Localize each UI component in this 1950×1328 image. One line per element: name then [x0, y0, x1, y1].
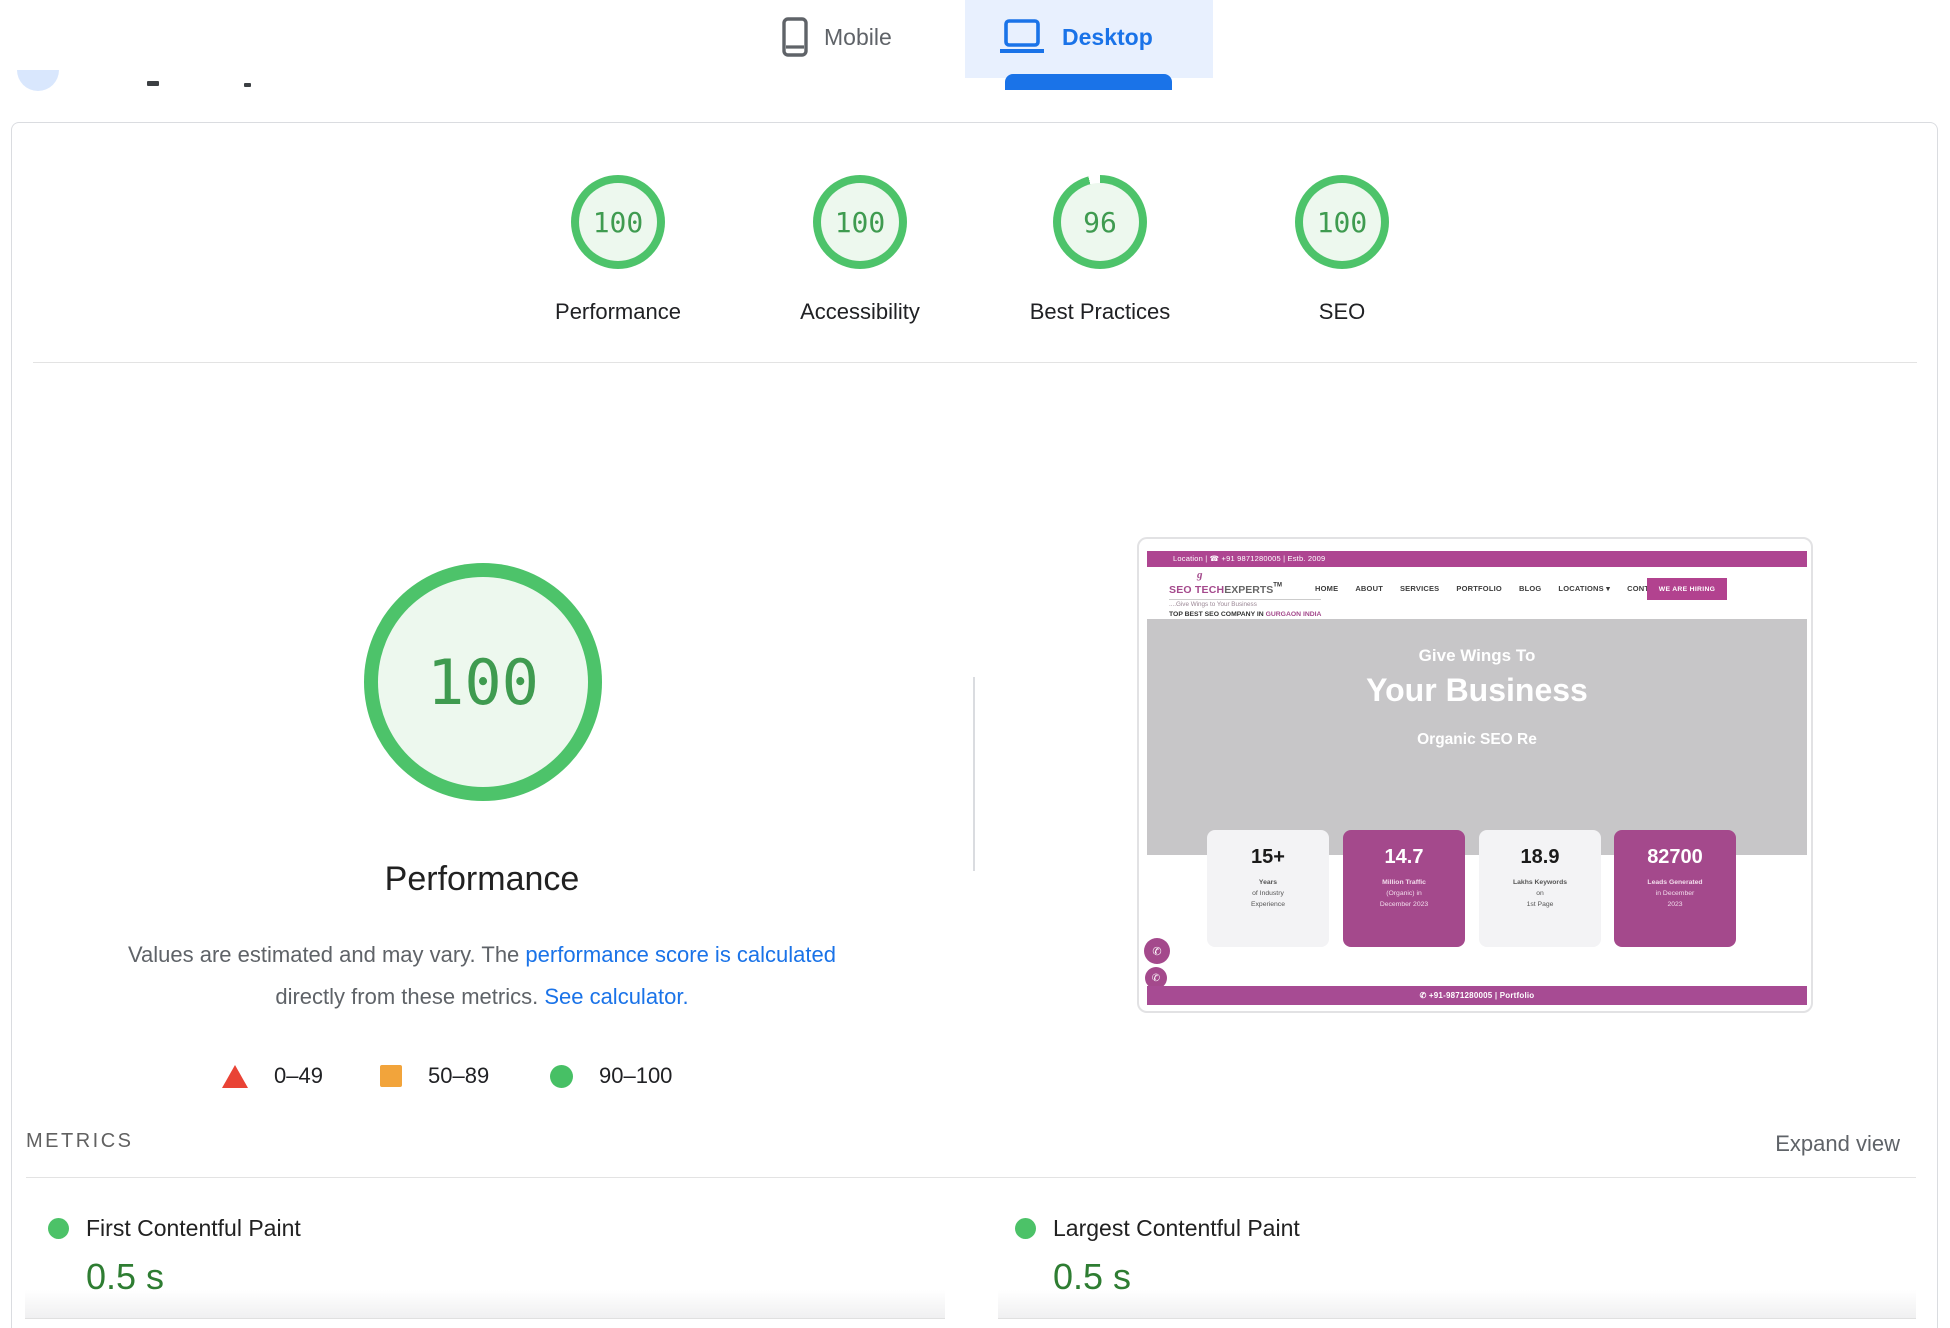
pass-dot-icon	[1015, 1218, 1036, 1239]
score-seo[interactable]: 100 SEO	[1247, 175, 1437, 325]
seo-gauge-ring: 100	[1295, 175, 1389, 269]
accessibility-score-value: 100	[821, 183, 899, 261]
site-hero-line1: Give Wings To	[1418, 646, 1536, 665]
expand-view-button[interactable]: Expand view	[1775, 1131, 1900, 1156]
metric-fade-right	[998, 1290, 1916, 1318]
lcp-label: Largest Contentful Paint	[1053, 1215, 1300, 1241]
site-logo-tm: TM	[1273, 582, 1282, 589]
accessibility-score-label: Accessibility	[800, 299, 920, 324]
best-practices-score-value: 96	[1061, 183, 1139, 261]
site-logo-name-a: SEO TECH	[1169, 584, 1225, 596]
site-screenshot-thumbnail[interactable]: Location | ☎ +91 9871280005 | Estb. 2009…	[1137, 537, 1813, 1013]
site-nav-about: ABOUT	[1355, 584, 1383, 593]
disclaimer-text-2: directly from these metrics.	[275, 984, 545, 1009]
site-logo-tagline: ....Give Wings to Your Business	[1169, 599, 1322, 608]
site-logo: g SEO TECHEXPERTSTM ....Give Wings to Yo…	[1169, 569, 1322, 618]
site-stat-leads: 82700 Leads Generated in December 2023	[1614, 830, 1736, 947]
url-text-remnant	[147, 81, 159, 86]
tab-mobile-label: Mobile	[824, 23, 892, 50]
site-topbar: Location | ☎ +91 9871280005 | Estb. 2009	[1147, 551, 1807, 567]
main-performance-score-value: 100	[378, 577, 588, 787]
url-bar-remnant-circle	[17, 70, 59, 91]
seo-score-label: SEO	[1318, 299, 1366, 324]
best-practices-gauge-ring: 96	[1053, 175, 1147, 269]
accessibility-gauge-ring: 100	[813, 175, 907, 269]
seo-score-value: 100	[1303, 183, 1381, 261]
score-performance[interactable]: 100 Performance	[523, 175, 713, 325]
legend-fail: 0–49	[222, 1058, 323, 1094]
performance-score-value: 100	[579, 183, 657, 261]
site-hiring-button: WE ARE HIRING	[1647, 578, 1727, 600]
score-strip-divider	[33, 362, 1917, 363]
legend-pass: 90–100	[550, 1058, 672, 1094]
legend-average-range: 50–89	[428, 1063, 490, 1088]
url-text-remnant	[244, 83, 251, 87]
site-navbar: g SEO TECHEXPERTSTM ....Give Wings to Yo…	[1147, 567, 1807, 619]
site-footer-bar: ✆ +91-9871280005 | Portfolio	[1147, 986, 1807, 1005]
site-subtitle: TOP BEST SEO COMPANY IN GURGAON INDIA	[1169, 611, 1322, 618]
column-divider	[973, 677, 975, 871]
site-nav-portfolio: PORTFOLIO	[1456, 584, 1502, 593]
performance-section-title: Performance	[384, 860, 580, 898]
best-practices-score-label: Best Practices	[1029, 299, 1171, 324]
metrics-divider	[26, 1177, 1916, 1178]
performance-score-label: Performance	[555, 299, 681, 324]
site-hero-banner: Give Wings To Your Business Organic SEO …	[1147, 619, 1807, 855]
site-nav-locations: LOCATIONS ▾	[1558, 584, 1611, 593]
metric-fade-left	[25, 1290, 945, 1318]
site-stat-keywords: 18.9 Lakhs Keywords on 1st Page	[1479, 830, 1601, 947]
metric-bottom-divider-left	[25, 1318, 945, 1319]
metric-first-contentful-paint: First Contentful Paint 0.5 s	[48, 1215, 301, 1298]
site-nav-blog: BLOG	[1518, 584, 1542, 593]
metrics-section-title: METRICS	[26, 1130, 134, 1152]
site-nav-services: SERVICES	[1399, 584, 1440, 593]
site-nav-contact: CONTACT	[1627, 584, 1665, 593]
active-tab-indicator	[1005, 74, 1172, 90]
desktop-laptop-icon	[1000, 19, 1044, 53]
disclaimer-text-1: Values are estimated and may vary. The	[127, 942, 526, 967]
site-logo-mark: g	[1197, 569, 1203, 581]
site-hero-line2: Your Business	[1366, 672, 1588, 708]
performance-calc-link[interactable]: performance score is calculated	[525, 942, 836, 967]
site-stat-traffic: 14.7 Million Traffic (Organic) in Decemb…	[1343, 830, 1465, 947]
metric-bottom-divider-right	[998, 1318, 1916, 1319]
site-logo-name-b: EXPERTS	[1224, 584, 1274, 596]
fail-triangle-icon	[222, 1064, 248, 1088]
average-square-icon	[380, 1065, 402, 1087]
fcp-label: First Contentful Paint	[86, 1215, 301, 1241]
mobile-phone-icon	[782, 17, 808, 57]
legend-pass-range: 90–100	[599, 1063, 673, 1088]
score-best-practices[interactable]: 96 Best Practices	[1005, 175, 1195, 325]
main-performance-gauge: 100	[364, 563, 602, 801]
site-stat-years: 15+ Years of Industry Experience	[1207, 830, 1329, 947]
site-whatsapp-float-icon: ✆	[1145, 967, 1167, 989]
pass-dot-icon	[48, 1218, 69, 1239]
tab-mobile[interactable]: Mobile	[782, 8, 892, 66]
site-hero-line3: Organic SEO Re	[1417, 731, 1537, 748]
pass-circle-icon	[550, 1064, 573, 1088]
site-phone-float-icon: ✆	[1144, 938, 1170, 964]
metric-largest-contentful-paint: Largest Contentful Paint 0.5 s	[1015, 1215, 1300, 1298]
tab-desktop[interactable]: Desktop	[998, 8, 1153, 66]
legend-fail-range: 0–49	[274, 1063, 323, 1088]
performance-gauge-ring: 100	[571, 175, 665, 269]
tab-desktop-label: Desktop	[1062, 23, 1153, 50]
score-accessibility[interactable]: 100 Accessibility	[765, 175, 955, 325]
score-disclaimer: Values are estimated and may vary. The p…	[82, 934, 882, 1018]
site-nav-home: HOME	[1315, 584, 1339, 593]
site-nav-links: HOME ABOUT SERVICES PORTFOLIO BLOG LOCAT…	[1315, 584, 1665, 593]
legend-average: 50–89	[380, 1058, 489, 1094]
see-calculator-link[interactable]: See calculator.	[544, 984, 689, 1009]
